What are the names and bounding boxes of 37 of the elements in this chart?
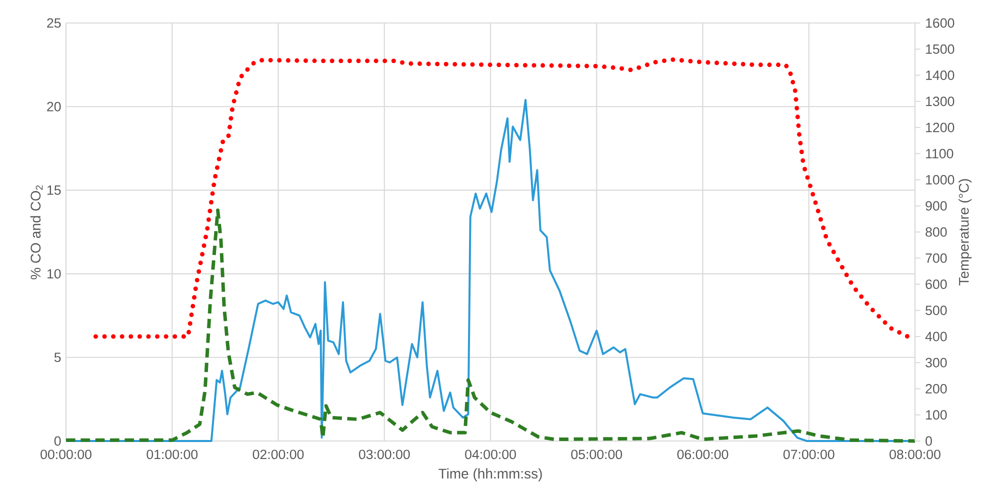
y2-tick-label: 100	[926, 410, 947, 420]
y-tick-label: 10	[47, 269, 61, 279]
y-tick-label: 5	[54, 352, 61, 362]
x-axis-title: Time (hh:mm:ss)	[438, 468, 542, 482]
y2-tick-label: 600	[926, 280, 947, 289]
y2-tick-label: 1200	[926, 122, 954, 132]
y2-tick-label: 200	[926, 384, 947, 394]
y2-tick-label: 500	[926, 306, 947, 316]
y2-tick-label: 800	[926, 227, 947, 237]
x-tick-label: 04:00:00	[465, 450, 516, 460]
x-tick-label: 03:00:00	[358, 450, 410, 460]
line-series	[93, 57, 910, 339]
y2-tick-label: 700	[926, 253, 947, 263]
y2-tick-label: 300	[926, 358, 947, 368]
y-tick-label: 15	[47, 186, 61, 195]
y2-axis-title: Temperature (°C)	[958, 179, 972, 286]
y2-tick-label: 900	[926, 201, 947, 211]
x-tick-label: 02:00:00	[252, 450, 304, 460]
x-tick-label: 00:00:00	[40, 450, 92, 460]
y2-tick-label: 0	[926, 436, 932, 446]
y2-tick-label: 1100	[926, 148, 954, 158]
x-tick-label: 07:00:00	[783, 450, 834, 460]
y-tick-label: 20	[47, 102, 61, 112]
y2-tick-label: 1400	[926, 70, 954, 80]
y2-tick-label: 400	[925, 332, 947, 342]
x-tick-label: 06:00:00	[677, 450, 728, 460]
y-axis-title: % CO and CO$_{2}$	[30, 185, 43, 280]
y2-tick-label: 1500	[926, 44, 954, 54]
x-tick-label: 08:00:00	[890, 450, 940, 460]
x-tick-label: 05:00:00	[571, 450, 622, 460]
y2-tick-label: 1300	[926, 96, 954, 106]
x-tick-label: 01:00:00	[146, 450, 198, 460]
y-tick-label: 0	[54, 436, 61, 446]
y-tick-label: 25	[47, 18, 61, 28]
y2-tick-label: 1000	[926, 175, 954, 184]
line-series	[64, 208, 917, 443]
y2-tick-label: 1600	[926, 18, 954, 28]
